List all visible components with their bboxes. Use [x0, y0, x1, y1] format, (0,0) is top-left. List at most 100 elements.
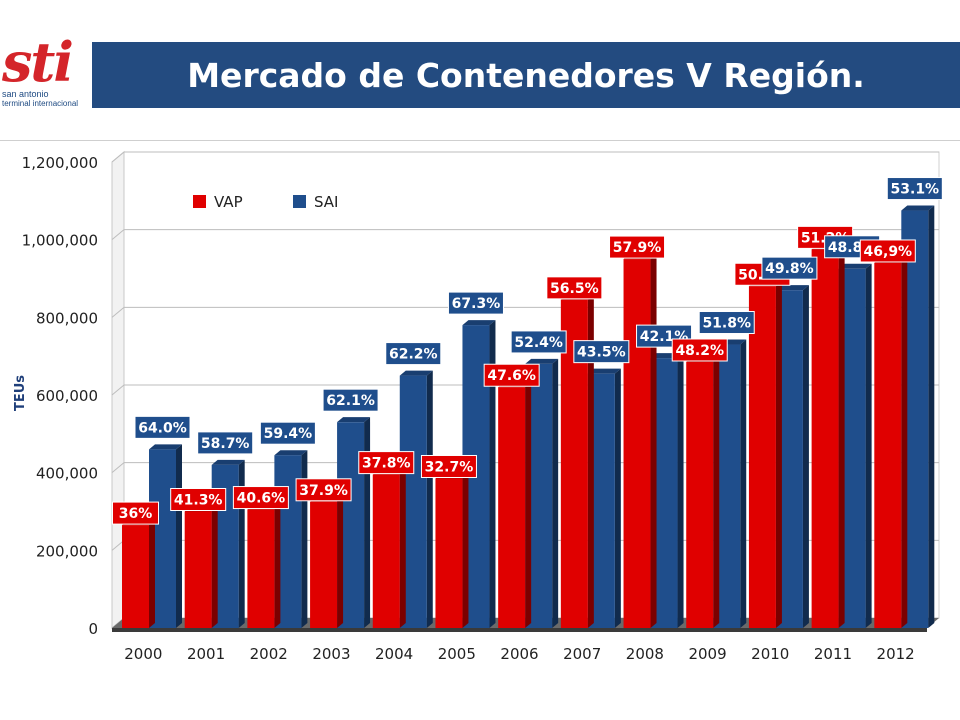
data-label-sai-text: 62.1% [326, 393, 375, 409]
bar-vap [372, 474, 400, 628]
x-tick-label: 2004 [375, 645, 413, 663]
bar-sai-top [211, 459, 245, 465]
data-label-sai-box [510, 330, 567, 354]
chart-frame [0, 140, 960, 681]
bar-vap [748, 286, 776, 628]
data-label-vap-box [358, 451, 415, 475]
data-label-sai-box [698, 311, 755, 335]
bar-sai-side [677, 353, 684, 628]
data-label-vap: 56.5% [546, 276, 603, 300]
title-bar: Mercado de Contenedores V Región. [92, 42, 960, 108]
data-label-sai: 49.8% [761, 256, 818, 280]
data-label-sai-box [886, 177, 943, 201]
x-tick-label: 2001 [187, 645, 225, 663]
bar-sai-top [149, 444, 182, 450]
data-label-vap: 37.8% [358, 451, 415, 475]
data-label-sai-box [761, 256, 818, 280]
data-label-sai-box [259, 421, 316, 445]
bar-vap-side [149, 520, 155, 628]
bar-sai-side [489, 320, 496, 628]
data-label-sai: 62.1% [322, 388, 379, 412]
chart-legend: VAP SAI [193, 193, 339, 211]
data-label-vap: 32.7% [420, 454, 477, 478]
bar-vap [184, 511, 212, 628]
x-tick-label: 2008 [626, 645, 664, 663]
x-tick-label: 2003 [312, 645, 350, 663]
legend-swatch-vap [193, 195, 206, 208]
bar-sai-side [426, 370, 433, 628]
bar-vap-side [274, 504, 281, 628]
data-label-sai: 53.1% [886, 177, 943, 201]
data-label-vap-text: 36% [119, 506, 153, 522]
bar-vap-side [211, 506, 218, 628]
x-tick-label: 2006 [500, 645, 538, 663]
data-label-vap-text: 41.3% [174, 493, 223, 509]
data-label-vap: 41.3% [170, 488, 227, 511]
data-label-vap-text: 47.6% [487, 368, 536, 384]
bar-vap-side [399, 469, 406, 628]
data-label-vap: 57.9% [609, 235, 666, 259]
bar-vap [874, 262, 902, 628]
bar-vap [811, 249, 839, 628]
bar-vap [122, 525, 149, 628]
data-label-vap-box [859, 239, 916, 263]
x-tick-label: 2002 [250, 645, 288, 663]
data-label-vap-box [546, 276, 603, 300]
data-label-sai-text: 52.4% [514, 335, 563, 351]
bar-sai-side [176, 444, 182, 628]
data-label-vap-box [609, 235, 666, 259]
y-tick-label: 1,200,000 [22, 154, 98, 172]
bar-sai-top [838, 263, 872, 269]
data-label-vap-box [295, 478, 352, 502]
bar-vap-side [838, 244, 845, 628]
logo-subtitle-line1: san antonio [2, 89, 49, 99]
data-label-vap: 36% [112, 501, 159, 525]
bar-sai-side [238, 459, 245, 628]
bar-vap [686, 361, 714, 628]
logo-subtitle-line2: terminal internacional [2, 99, 79, 108]
data-label-vap-box [483, 363, 540, 387]
data-label-sai: 59.4% [259, 421, 316, 445]
data-label-sai-text: 43.5% [577, 345, 626, 361]
data-label-sai: 67.3% [447, 291, 504, 315]
x-tick-label: 2010 [751, 645, 789, 663]
data-label-vap-text: 37.9% [299, 483, 348, 499]
page-title: Mercado de Contenedores V Región. [187, 56, 865, 95]
data-label-sai: 52.4% [510, 330, 567, 354]
y-tick-label: 0 [88, 620, 98, 638]
data-label-sai-text: 64.0% [138, 420, 187, 436]
x-tick-label: 2009 [688, 645, 726, 663]
data-label-sai-box [134, 415, 191, 439]
data-label-sai-text: 67.3% [452, 296, 501, 312]
bar-sai-side [865, 263, 872, 628]
bar-sai-side [802, 285, 809, 628]
data-label-vap: 37.9% [295, 478, 352, 502]
gridline [111, 151, 939, 163]
bar-sai-side [364, 417, 371, 628]
data-label-sai-text: 49.8% [765, 261, 814, 277]
legend-swatch-sai [293, 195, 306, 208]
data-label-vap-text: 57.9% [613, 240, 662, 256]
bar-vap [498, 387, 526, 628]
data-label-vap-text: 32.7% [425, 459, 474, 475]
data-label-sai: 58.7% [197, 431, 254, 455]
bar-sai-top [462, 320, 496, 326]
x-tick-label: 2012 [877, 645, 915, 663]
x-tick-label: 2007 [563, 645, 601, 663]
bar-vap [247, 509, 275, 628]
bar-vap-side [713, 356, 720, 628]
data-label-sai: 62.2% [385, 342, 442, 366]
legend-label-vap: VAP [214, 193, 243, 211]
bar-sai-side [928, 205, 935, 628]
bar-sai-top [587, 368, 621, 374]
bar-vap-side [337, 496, 344, 628]
legend-label-sai: SAI [314, 193, 339, 211]
bar-vap-side [901, 257, 908, 628]
bar-vap [310, 501, 338, 628]
x-tick-label: 2000 [124, 645, 162, 663]
data-label-sai-text: 62.2% [389, 347, 438, 363]
data-label-vap: 47.6% [483, 363, 540, 387]
bar-sai-side [740, 339, 747, 628]
data-label-vap-box [420, 454, 477, 478]
